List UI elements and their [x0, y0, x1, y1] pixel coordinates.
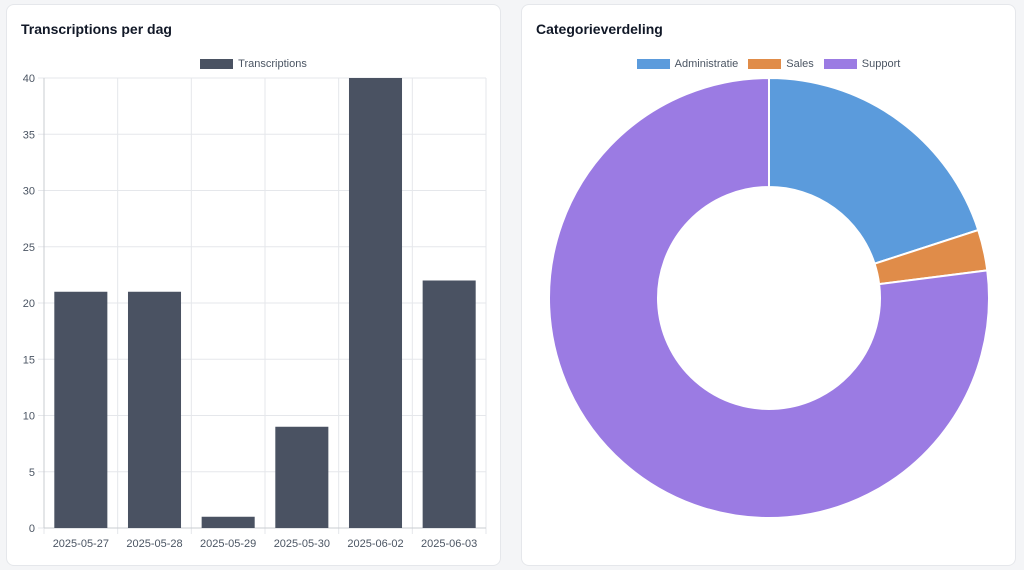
legend-item-0[interactable]: Transcriptions [200, 58, 307, 70]
x-tick-label: 2025-05-27 [53, 538, 109, 550]
legend-label: Administratie [674, 58, 739, 70]
y-tick-label: 20 [23, 298, 35, 310]
legend-item-1[interactable]: Sales [748, 58, 814, 70]
x-tick-label: 2025-05-29 [200, 538, 256, 550]
legend-swatch [823, 59, 857, 69]
legend-swatch [636, 59, 670, 69]
donut-chart-legend: Administratie Sales Support [522, 58, 1015, 70]
bar-chart-card: Transcriptions per dag Transcriptions 0 5… [6, 4, 501, 566]
legend-swatch [748, 59, 782, 69]
bar-2025-05-29 [201, 516, 255, 528]
y-tick-label: 0 [29, 523, 35, 535]
bar-chart-plot: 0 5 10 15 20 25 30 35 40 2025-05-27 2025-05-28 2025… [23, 73, 487, 550]
legend-swatch [200, 59, 234, 69]
donut-chart-card: Categorieverdeling Administratie Sales Sup… [521, 4, 1016, 566]
bar-2025-06-02 [348, 78, 403, 528]
legend-label: Sales [786, 58, 814, 70]
x-tick-label: 2025-06-03 [421, 538, 477, 550]
y-tick-label: 5 [29, 467, 35, 479]
legend-label: Transcriptions [238, 58, 307, 70]
y-tick-label: 25 [23, 242, 35, 254]
y-tick-label: 15 [23, 354, 35, 366]
bar-2025-06-03 [422, 280, 476, 528]
legend-item-2[interactable]: Support [823, 58, 901, 70]
y-tick-label: 10 [23, 411, 35, 423]
bar-chart-legend: Transcriptions [7, 58, 500, 70]
x-tick-label: 2025-05-30 [274, 538, 330, 550]
legend-item-0[interactable]: Administratie [636, 58, 739, 70]
x-tick-label: 2025-05-28 [126, 538, 182, 550]
donut-slice-administratie [768, 76, 980, 265]
bar-2025-05-28 [127, 291, 182, 528]
donut-slice-support [548, 76, 990, 519]
y-tick-label: 40 [23, 73, 35, 85]
bar-2025-05-30 [275, 426, 329, 528]
bar-2025-05-27 [54, 291, 108, 528]
bar-chart-title: Transcriptions per dag [21, 21, 172, 37]
donut-chart-plot [548, 76, 990, 519]
x-tick-label: 2025-06-02 [347, 538, 403, 550]
legend-label: Support [861, 58, 901, 70]
y-tick-label: 35 [23, 129, 35, 141]
donut-chart-title: Categorieverdeling [536, 21, 663, 37]
y-tick-label: 30 [23, 186, 35, 198]
